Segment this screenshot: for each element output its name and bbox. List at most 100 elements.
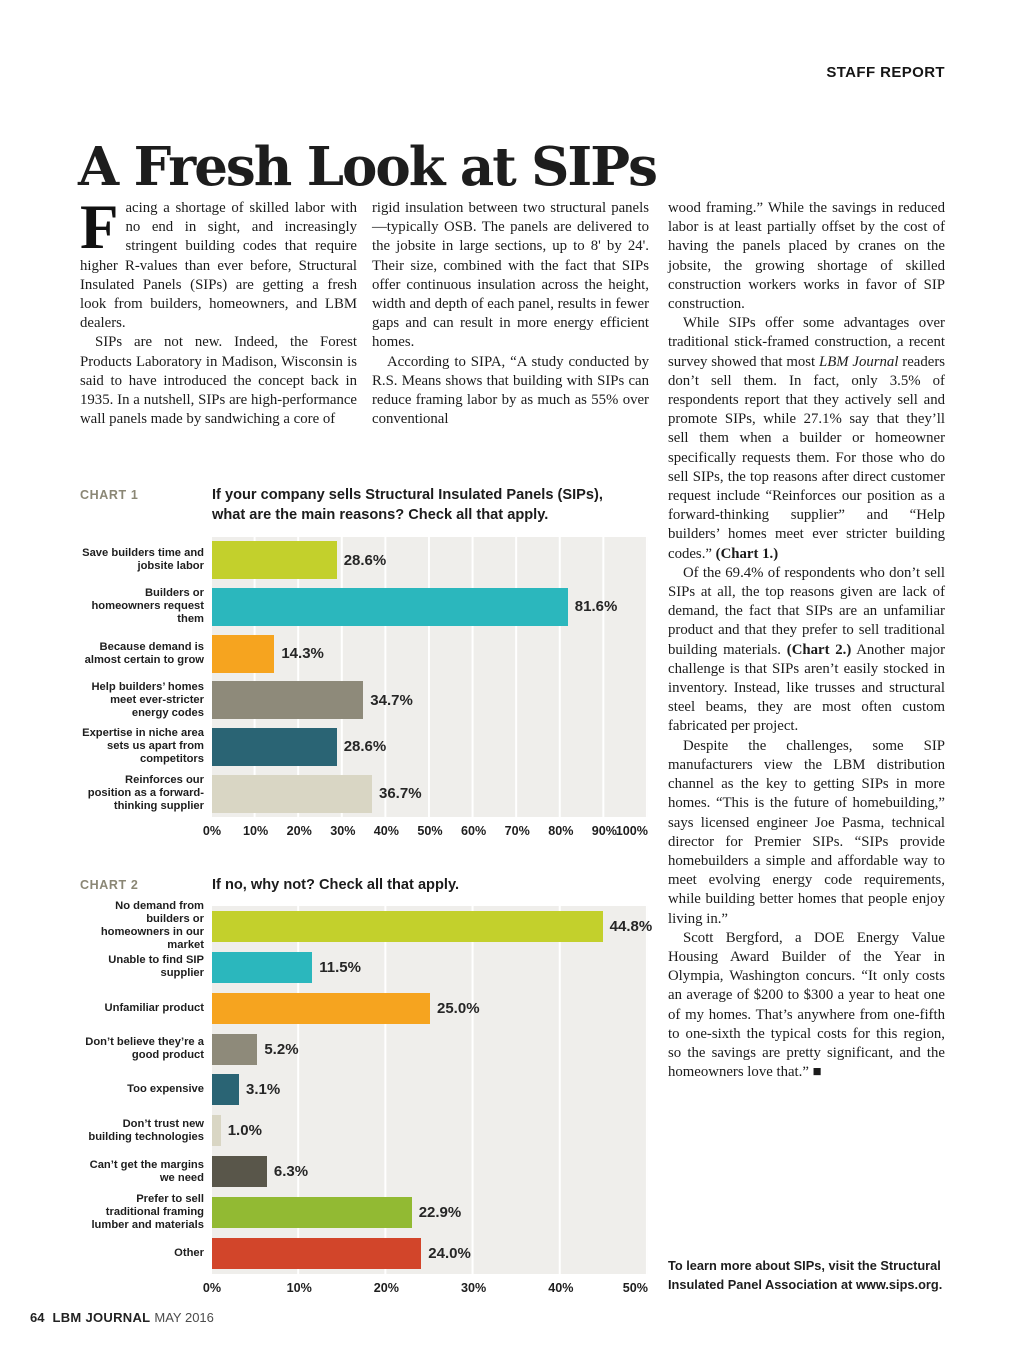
chart-x-axis: 0% 10% 20% 30% 40% 50% 60% 70% 80% 90% 100% [203,817,648,841]
paragraph: According to SIPA, “A study conducted by… [372,353,649,430]
chart-body: Save builders time and jobsite labor Buil… [80,537,648,838]
axis-tick-label: 90% [591,824,617,838]
issue-date: MAY 2016 [154,1310,214,1325]
axis-tick-label: 50% [622,1281,648,1295]
axis-tick-label: 80% [548,824,574,838]
chart-kicker: CHART 1 [80,488,139,502]
text-segment: SIPs are not new. Indeed, the Forest Pro… [80,334,357,428]
chart-1: CHART 1 If your company sells Structural… [80,485,648,838]
page-title: A Fresh Look at SIPs [78,135,658,198]
page-footer: 64 LBM JOURNAL MAY 2016 [30,1310,214,1325]
bar-value-label: 24.0% [428,1244,471,1262]
category-label: Builders or homeowners request them [91,587,204,626]
axis-tick-label: 60% [460,824,487,838]
category-label: Expertise in niche area sets us apart fr… [82,727,204,766]
paragraph: While SIPs offer some advantages over tr… [668,314,945,564]
text-segment: (Chart 1.) [715,545,779,562]
bar-row: 5.2% [212,1029,648,1070]
axis-tick-label: 100% [615,824,648,838]
bar [212,634,275,673]
axis-tick-label: 10% [286,1281,312,1295]
category-label: No demand from builders or homeowners in… [100,900,204,952]
bar-value-label: 5.2% [264,1040,299,1058]
chart-2: CHART 2 If no, why not? Check all that a… [80,875,652,1295]
chart-plot-area: 44.8% 11.5% 25.0% 5.2% 3.1% 1.0% 6.3% 22.9% 24.0… [212,906,652,1274]
bar [212,1237,422,1269]
bar-value-label: 28.6% [343,551,387,569]
chart-kicker: CHART 2 [80,878,139,892]
category-label: Don’t believe they’re a good product [85,1036,204,1062]
bar-row: 36.7% [212,770,648,817]
bar [212,541,337,580]
text-segment: wood framing.” While the savings in redu… [668,200,945,313]
bar [212,992,430,1024]
bar-row: 28.6% [212,724,648,771]
bar-row: 6.3% [212,1151,648,1192]
category-label: Too expensive [127,1083,204,1096]
text-segment: Scott Bergford, a DOE Energy Value Housi… [668,929,945,1081]
bar [212,910,603,942]
page-number: 64 [30,1310,45,1325]
bar-row: 14.3% [212,630,648,677]
axis-tick-label: 50% [417,824,443,838]
bar-row: 1.0% [212,1110,648,1151]
text-segment: Another major challenge is that SIPs are… [668,641,946,735]
article-column-2: rigid insulation between two structural … [372,199,649,429]
axis-tick-label: 30% [460,1281,487,1295]
chart-title-line: If no, why not? Check all that apply. [212,877,460,893]
bar [212,1197,412,1229]
bar [212,1115,221,1147]
magazine-name: LBM JOURNAL [52,1310,151,1325]
chart-x-axis: 0% 10% 20% 30% 40% 50% [203,1274,648,1298]
axis-tick-label: 30% [330,824,356,838]
axis-tick-label: 70% [504,824,530,838]
bar-value-label: 3.1% [246,1081,281,1099]
chart-plot-area: 28.6% 81.6% 14.3% 34.7% 28.6% 36.7% [212,537,648,817]
chart-category-labels: Save builders time and jobsite labor Buil… [80,537,204,817]
category-label: Unable to find SIP supplier [108,954,204,980]
bar-row: 11.5% [212,947,648,988]
article-column-3: wood framing.” While the savings in redu… [668,199,945,1082]
paragraph: SIPs are not new. Indeed, the Forest Pro… [80,333,357,429]
bar-row: 25.0% [212,988,648,1029]
text-segment: readers don’t sell them. In fact, only 3… [668,353,946,562]
text-segment: acing a shortage of skilled labor with n… [80,200,357,332]
text-segment: According to SIPA, “A study conducted by… [372,353,649,428]
chart-title: If your company sells Structural Insulat… [212,485,648,525]
category-label: Help builders’ homes meet ever-stricter … [91,680,204,719]
category-label: Unfamiliar product [104,1001,204,1014]
text-segment: Despite the challenges, some SIP manufac… [668,737,945,927]
bar-value-label: 6.3% [273,1163,309,1181]
bar [212,774,372,813]
bar-value-label: 11.5% [319,958,361,976]
axis-tick-label: 0% [202,824,222,838]
bar-value-label: 81.6% [574,598,618,616]
bar-value-label: 14.3% [281,645,324,663]
bar-row: 44.8% [212,906,652,947]
paragraph: Despite the challenges, some SIP manufac… [668,737,945,929]
bar-row: 34.7% [212,677,648,724]
bar-value-label: 36.7% [379,785,422,803]
bar [212,681,364,720]
bar-row: 81.6% [212,584,648,631]
text-segment: (Chart 2.) [786,641,852,658]
bar [212,951,313,983]
chart-title-line: If your company sells Structural Insulat… [212,487,603,503]
bar [212,1033,258,1065]
bar-value-label: 22.9% [418,1204,462,1222]
axis-tick-label: 20% [286,824,312,838]
category-label: Reinforces our position as a forward-thi… [87,774,204,813]
chart-title-line: what are the main reasons? Check all tha… [212,507,549,523]
axis-tick-label: 40% [373,824,399,838]
bar-value-label: 1.0% [227,1122,262,1140]
text-segment: Of the 69.4% of respondents who don’t se… [668,564,945,658]
paragraph: Of the 69.4% of respondents who don’t se… [668,564,945,737]
paragraph: wood framing.” While the savings in redu… [668,199,945,314]
category-label: Other [174,1246,204,1259]
category-label: Can’t get the margins we need [89,1158,204,1184]
text-segment: rigid insulation between two structural … [372,200,649,351]
paragraph: rigid insulation between two structural … [372,199,649,353]
bar-value-label: 25.0% [437,999,480,1017]
category-label: Prefer to sell traditional framing lumbe… [91,1193,204,1232]
